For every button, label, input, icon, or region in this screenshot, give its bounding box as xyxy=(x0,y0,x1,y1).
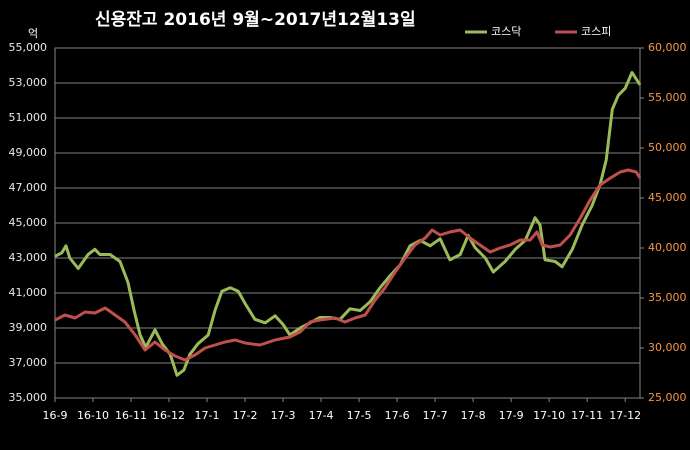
y-tick-label: 55,000 xyxy=(9,41,48,54)
x-tick-label: 17-1 xyxy=(195,409,220,422)
y2-tick-label: 25,000 xyxy=(648,391,687,404)
x-tick-label: 17-9 xyxy=(499,409,524,422)
y2-tick-label: 45,000 xyxy=(648,191,687,204)
y-tick-label: 35,000 xyxy=(9,391,48,404)
chart-title: 신용잔고 2016년 9월~2017년12월13일 xyxy=(95,10,416,30)
series-line xyxy=(54,168,642,362)
y2-tick-label: 55,000 xyxy=(648,91,687,104)
y-tick-label: 51,000 xyxy=(9,111,48,124)
y-tick-label: 49,000 xyxy=(9,146,48,159)
y2-tick-label: 40,000 xyxy=(648,241,687,254)
x-tick-label: 17-12 xyxy=(609,409,641,422)
y-tick-label: 41,000 xyxy=(9,286,48,299)
x-tick-label: 16-11 xyxy=(115,409,147,422)
x-tick-label: 16-12 xyxy=(153,409,185,422)
x-tick-label: 17-10 xyxy=(533,409,565,422)
y-unit: 억 xyxy=(28,27,38,40)
x-tick-label: 17-6 xyxy=(385,409,410,422)
y-tick-label: 47,000 xyxy=(9,181,48,194)
x-tick-label: 17-11 xyxy=(571,409,603,422)
y-tick-label: 39,000 xyxy=(9,321,48,334)
x-tick-label: 17-8 xyxy=(461,409,486,422)
legend-label: 코스피 xyxy=(581,25,611,38)
y2-tick-label: 50,000 xyxy=(648,141,687,154)
legend-label: 코스닥 xyxy=(491,25,521,38)
y-tick-label: 45,000 xyxy=(9,216,48,229)
x-tick-label: 17-4 xyxy=(309,409,334,422)
y-tick-label: 37,000 xyxy=(9,356,48,369)
y-tick-label: 43,000 xyxy=(9,251,48,264)
x-tick-label: 16-10 xyxy=(77,409,109,422)
x-tick-label: 17-5 xyxy=(347,409,372,422)
x-tick-label: 16-9 xyxy=(43,409,68,422)
y-tick-label: 53,000 xyxy=(9,76,48,89)
y2-tick-label: 60,000 xyxy=(648,41,687,54)
x-tick-label: 17-7 xyxy=(423,409,448,422)
y2-tick-label: 35,000 xyxy=(648,291,687,304)
y2-tick-label: 30,000 xyxy=(648,341,687,354)
x-tick-label: 17-3 xyxy=(271,409,296,422)
x-tick-label: 17-2 xyxy=(233,409,258,422)
